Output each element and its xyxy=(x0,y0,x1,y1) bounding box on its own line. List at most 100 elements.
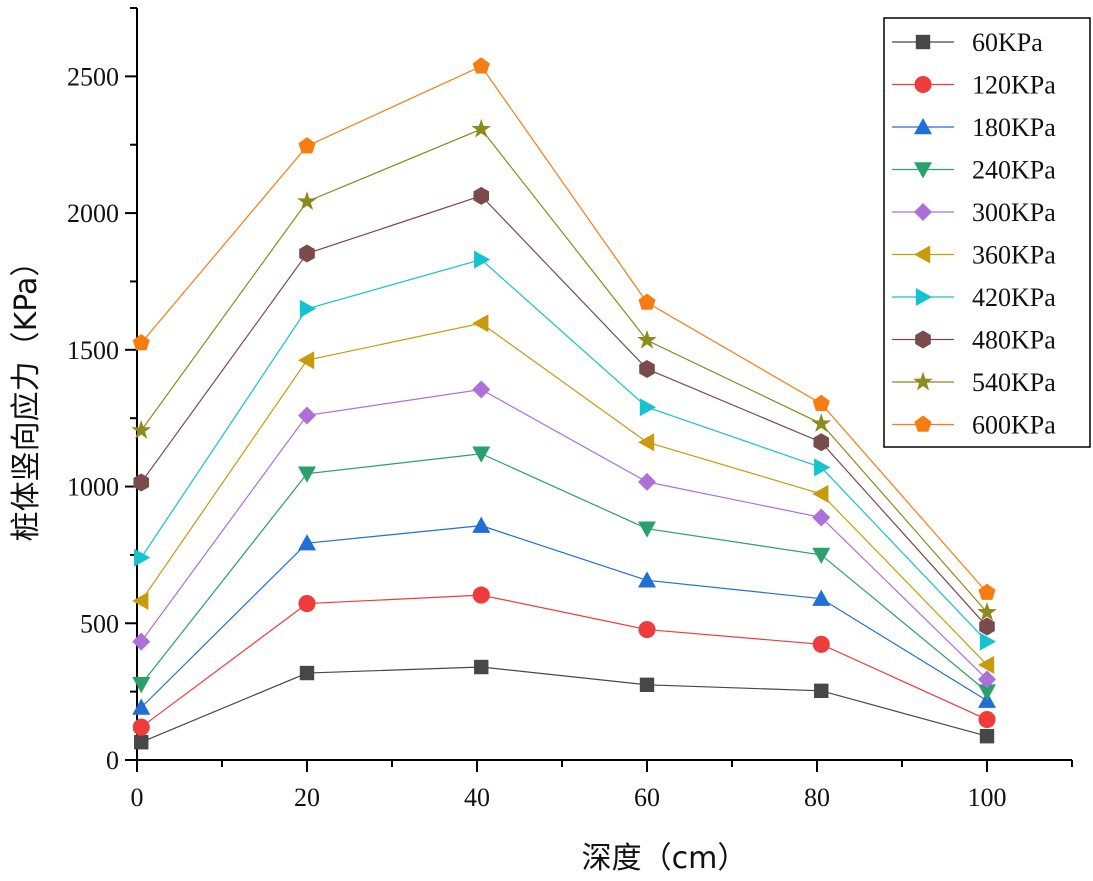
legend-label: 60KPa xyxy=(972,28,1043,57)
legend-item: 120KPa xyxy=(892,71,1056,100)
data-point-480KPa xyxy=(639,359,655,378)
data-point-240KPa xyxy=(812,547,831,564)
series-240KPa xyxy=(132,446,996,701)
data-point-300KPa xyxy=(132,632,151,651)
series-420KPa xyxy=(134,250,996,651)
series-line-300KPa xyxy=(140,388,988,680)
data-point-240KPa xyxy=(978,684,996,701)
series-line-540KPa xyxy=(140,128,988,613)
x-axis-title: 深度（cm） xyxy=(582,841,748,876)
y-tick-label: 2500 xyxy=(67,62,119,91)
y-axis-title: 桩体竖向应力（KPa） xyxy=(9,247,44,542)
data-point-540KPa xyxy=(637,329,657,349)
legend-label: 180KPa xyxy=(972,113,1056,142)
legend-label: 600KPa xyxy=(972,411,1056,440)
legend-item: 300KPa xyxy=(892,198,1056,227)
data-point-600KPa xyxy=(132,333,150,351)
series-line-420KPa xyxy=(140,258,988,643)
data-point-300KPa xyxy=(978,670,996,689)
series-line-60KPa xyxy=(141,666,988,743)
series-360KPa xyxy=(132,314,995,674)
legend-marker xyxy=(913,371,933,391)
data-point-600KPa xyxy=(638,293,656,310)
data-point-420KPa xyxy=(979,632,996,651)
data-point-180KPa xyxy=(472,516,491,533)
data-point-360KPa xyxy=(132,591,149,610)
data-point-540KPa xyxy=(131,420,152,439)
data-point-60KPa xyxy=(979,729,995,744)
data-point-480KPa xyxy=(813,433,830,452)
legend-marker xyxy=(914,415,932,432)
data-point-360KPa xyxy=(472,314,489,333)
legend-marker xyxy=(914,75,932,94)
data-point-540KPa xyxy=(977,601,997,621)
y-tick-label: 1000 xyxy=(67,473,119,502)
data-point-480KPa xyxy=(133,473,150,492)
data-point-360KPa xyxy=(812,484,829,503)
legend-marker xyxy=(914,245,931,264)
data-point-180KPa xyxy=(638,571,656,588)
data-point-240KPa xyxy=(638,521,656,538)
data-point-300KPa xyxy=(812,508,831,527)
legend-marker xyxy=(915,34,931,50)
legend-label: 540KPa xyxy=(972,368,1056,397)
data-point-300KPa xyxy=(298,406,316,425)
x-tick-label: 80 xyxy=(804,783,830,812)
legend-label: 120KPa xyxy=(972,71,1056,100)
legend-marker xyxy=(914,118,932,135)
data-point-120KPa xyxy=(132,718,150,736)
legend-item: 180KPa xyxy=(892,113,1056,142)
series-line-480KPa xyxy=(140,195,988,627)
data-point-420KPa xyxy=(299,299,316,318)
series-layer xyxy=(131,57,997,750)
data-point-480KPa xyxy=(299,244,315,263)
y-tick-label: 2000 xyxy=(67,199,119,228)
x-tick-label: 0 xyxy=(131,783,144,812)
data-point-540KPa xyxy=(811,413,832,433)
series-540KPa xyxy=(131,118,997,621)
legend-marker xyxy=(915,330,931,349)
data-point-60KPa xyxy=(639,677,655,692)
data-point-240KPa xyxy=(472,446,491,463)
x-tick-label: 100 xyxy=(968,783,1007,812)
legend-item: 360KPa xyxy=(892,241,1056,270)
series-line-180KPa xyxy=(140,525,988,708)
legend-item: 540KPa xyxy=(892,368,1056,397)
legend-marker xyxy=(914,203,932,221)
y-tick-label: 0 xyxy=(106,746,119,775)
legend-label: 300KPa xyxy=(972,198,1056,227)
data-point-60KPa xyxy=(299,665,315,681)
data-point-360KPa xyxy=(298,351,315,370)
series-line-240KPa xyxy=(140,453,988,693)
data-point-600KPa xyxy=(812,394,830,411)
legend-label: 360KPa xyxy=(972,241,1056,270)
data-point-120KPa xyxy=(298,595,316,613)
data-point-420KPa xyxy=(814,458,831,477)
data-point-480KPa xyxy=(473,186,490,205)
data-point-600KPa xyxy=(472,57,490,74)
x-tick-label: 20 xyxy=(294,783,320,812)
data-point-420KPa xyxy=(639,398,656,417)
data-point-360KPa xyxy=(638,433,655,452)
data-point-120KPa xyxy=(472,586,490,604)
series-120KPa xyxy=(132,586,996,736)
y-tick-label: 1500 xyxy=(67,336,119,365)
series-180KPa xyxy=(132,516,996,715)
data-point-600KPa xyxy=(298,137,316,154)
legend-marker xyxy=(915,288,932,306)
data-point-600KPa xyxy=(978,583,996,600)
legend-item: 60KPa xyxy=(892,28,1043,57)
data-point-180KPa xyxy=(812,589,831,606)
data-point-60KPa xyxy=(814,683,829,699)
data-point-420KPa xyxy=(474,250,491,269)
series-line-600KPa xyxy=(140,65,988,594)
series-line-360KPa xyxy=(140,322,988,666)
data-point-60KPa xyxy=(474,659,489,675)
legend-item: 240KPa xyxy=(892,156,1056,185)
legend-item: 420KPa xyxy=(892,283,1056,312)
series-600KPa xyxy=(132,57,996,600)
legend-label: 240KPa xyxy=(972,156,1056,185)
data-point-300KPa xyxy=(638,472,656,491)
